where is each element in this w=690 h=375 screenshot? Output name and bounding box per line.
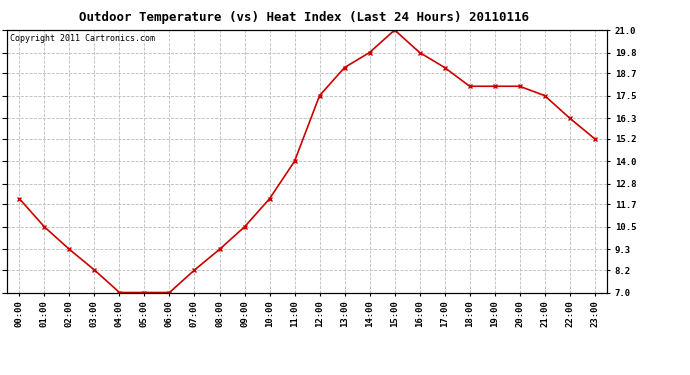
Text: Outdoor Temperature (vs) Heat Index (Last 24 Hours) 20110116: Outdoor Temperature (vs) Heat Index (Las… bbox=[79, 11, 529, 24]
Text: Copyright 2011 Cartronics.com: Copyright 2011 Cartronics.com bbox=[10, 34, 155, 43]
